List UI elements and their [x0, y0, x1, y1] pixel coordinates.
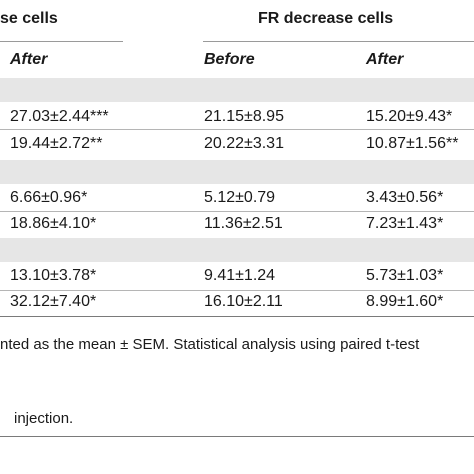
- cell-left-after: 32.12±7.40*: [10, 293, 97, 310]
- group-left-underline: [0, 41, 123, 42]
- cell-right-after: 7.23±1.43*: [366, 215, 444, 232]
- row-separator: [0, 129, 474, 130]
- cell-right-after: 15.20±9.43*: [366, 108, 453, 125]
- section-band-2: [0, 160, 474, 184]
- cell-right-after: 10.87±1.56**: [366, 135, 459, 152]
- table-bottom-rule: [0, 316, 474, 317]
- cell-right-before: 11.36±2.51: [204, 215, 283, 232]
- footer-rule: [0, 436, 474, 437]
- cell-right-before: 5.12±0.79: [204, 189, 276, 206]
- cell-right-before: 20.22±3.31: [204, 135, 284, 152]
- subheader-right-before: Before: [204, 51, 255, 68]
- cell-left-after: 6.66±0.96*: [10, 189, 88, 206]
- group-right-underline: [203, 41, 474, 42]
- cell-left-after: 27.03±2.44***: [10, 108, 109, 125]
- section-band-3: [0, 238, 474, 262]
- group-header-left: se cells: [0, 10, 58, 27]
- subheader-left-after: After: [10, 51, 48, 68]
- section-band-1: [0, 78, 474, 102]
- cell-right-before: 9.41±1.24: [204, 267, 276, 284]
- footnote-line-1: nted as the mean ± SEM. Statistical anal…: [0, 336, 420, 353]
- cell-left-after: 19.44±2.72**: [10, 135, 103, 152]
- cell-left-after: 13.10±3.78*: [10, 267, 97, 284]
- group-header-right: FR decrease cells: [258, 10, 394, 27]
- cell-right-before: 21.15±8.95: [204, 108, 284, 125]
- cell-left-after: 18.86±4.10*: [10, 215, 97, 232]
- row-separator: [0, 211, 474, 212]
- footnote-line-2: injection.: [14, 410, 74, 427]
- subheader-right-after: After: [366, 51, 404, 68]
- row-separator: [0, 290, 474, 291]
- cell-right-after: 5.73±1.03*: [366, 267, 444, 284]
- cell-right-before: 16.10±2.11: [204, 293, 283, 310]
- cell-right-after: 3.43±0.56*: [366, 189, 444, 206]
- cell-right-after: 8.99±1.60*: [366, 293, 444, 310]
